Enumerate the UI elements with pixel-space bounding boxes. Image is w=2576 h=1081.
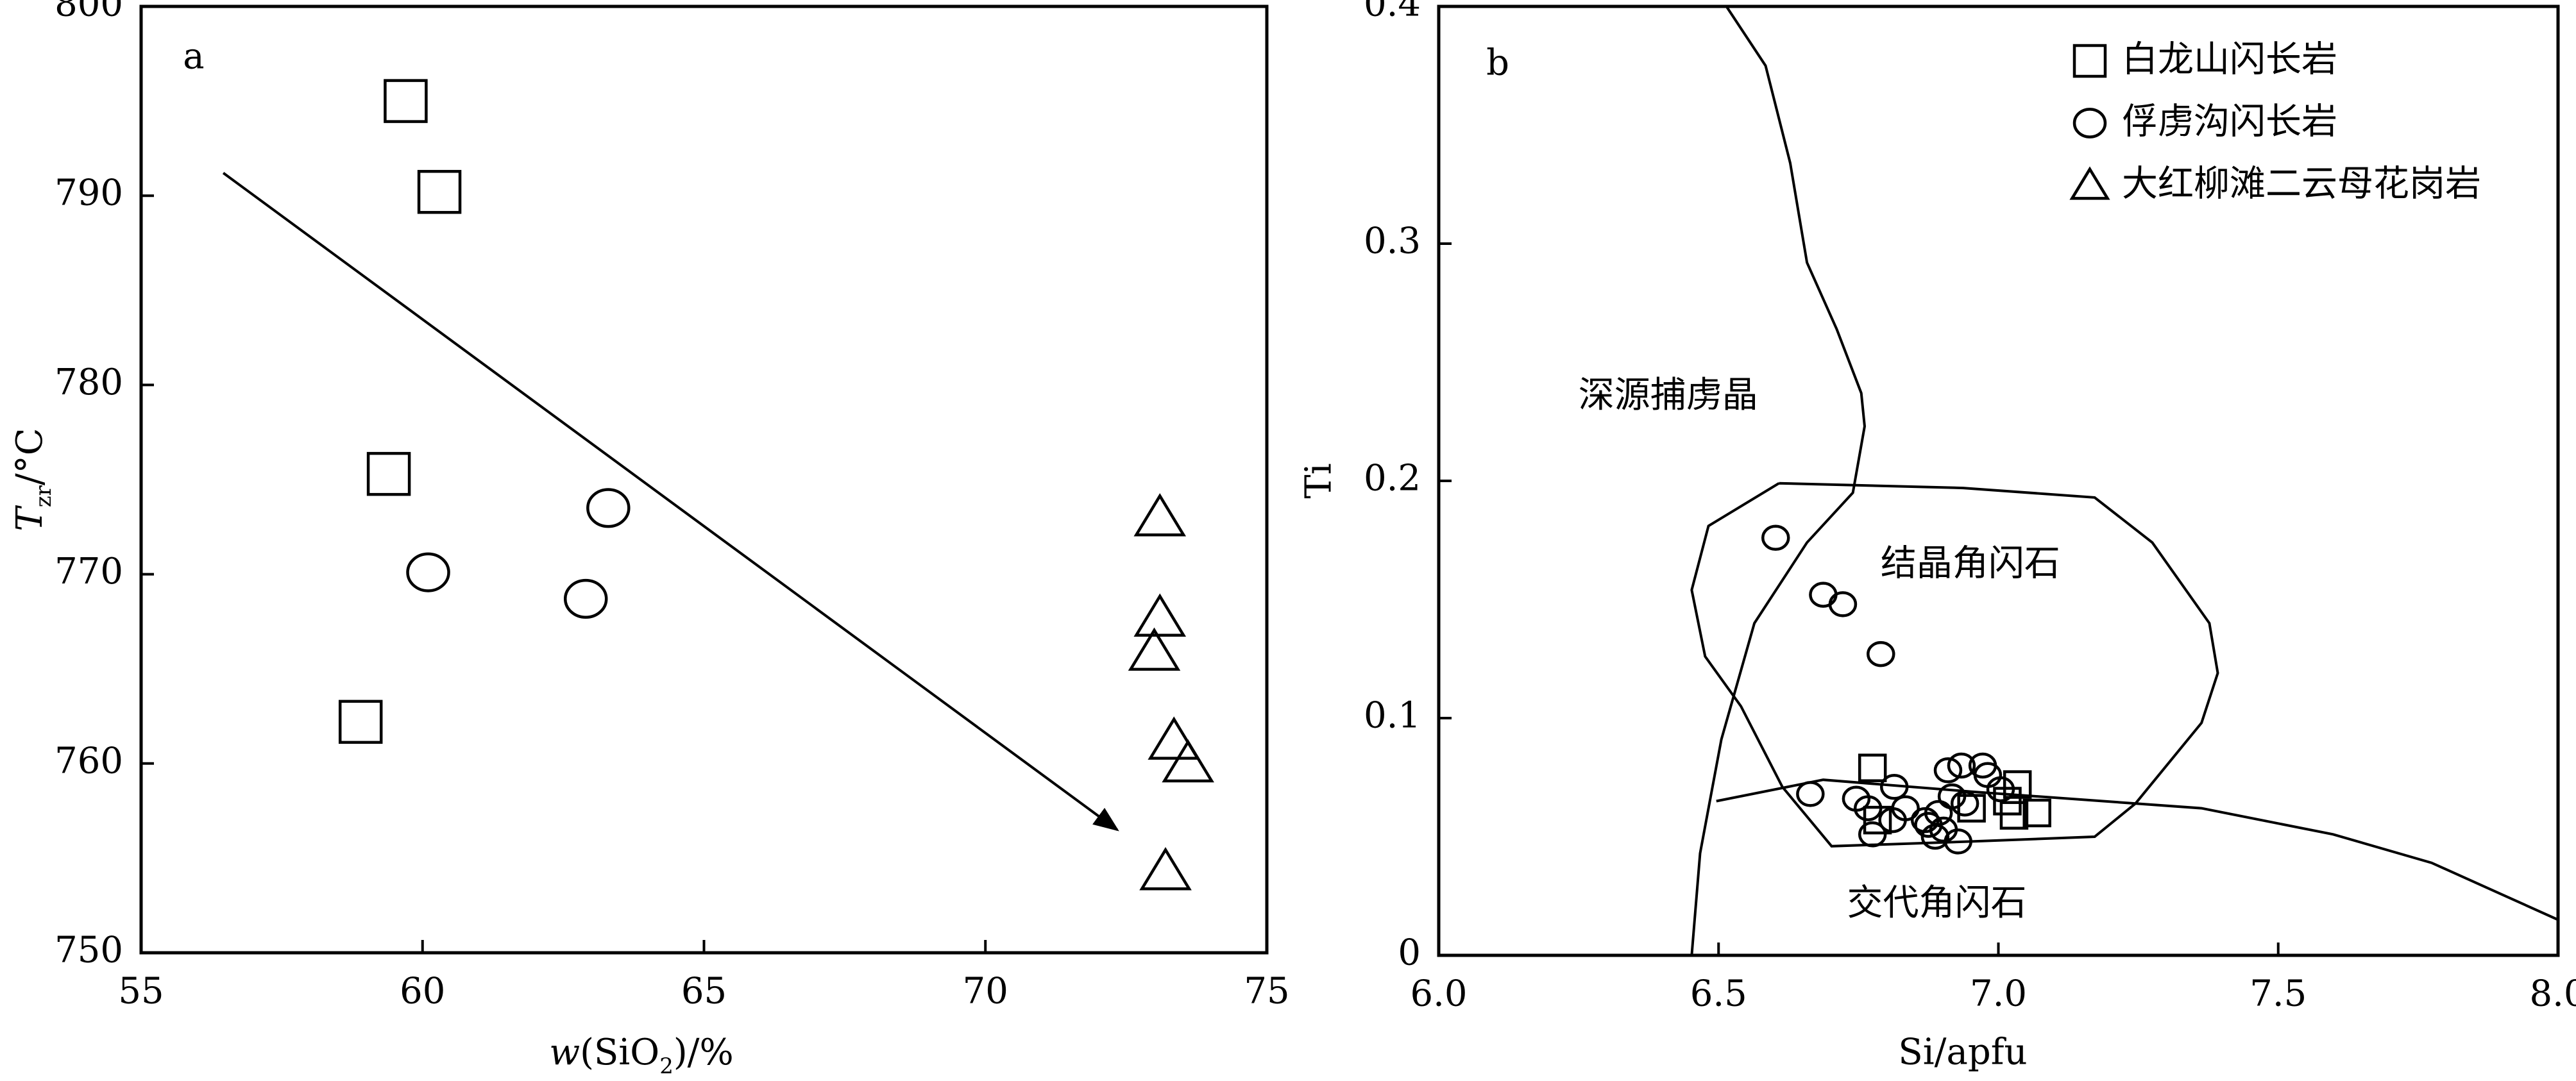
circle-marker — [406, 552, 450, 592]
y-tick-label: 0 — [1398, 932, 1421, 974]
circle-marker — [1937, 783, 1967, 810]
circle-marker — [1867, 641, 1895, 667]
label-part: w — [549, 1032, 580, 1073]
square-marker — [2072, 44, 2107, 78]
circle-marker — [1878, 807, 1907, 834]
circle-marker — [1796, 781, 1825, 807]
triangle-marker — [1139, 847, 1192, 891]
trend-arrow — [222, 172, 1119, 832]
square-marker — [384, 79, 428, 123]
panel-label: a — [183, 36, 204, 78]
square-marker — [2003, 770, 2032, 799]
circle-marker — [1947, 752, 1976, 779]
x-tick-label: 55 — [118, 971, 164, 1012]
field-label: 交代角闪石 — [1847, 882, 2027, 924]
triangle-marker — [1133, 593, 1187, 637]
field-label: 结晶角闪石 — [1881, 543, 2060, 585]
x-axis-label: w(SiO2)/% — [549, 1032, 734, 1080]
y-axis-label: Ti — [1298, 463, 1340, 498]
legend-label: 大红柳滩二云母花岗岩 — [2122, 163, 2481, 205]
y-tick-label: 0.1 — [1364, 695, 1421, 737]
x-axis-label: Si/apfu — [1898, 1032, 2027, 1073]
triangle-marker — [1133, 493, 1187, 537]
label-part: /°C — [9, 428, 51, 485]
circle-marker — [586, 488, 631, 528]
y-tick-label: 790 — [55, 172, 123, 214]
label-part: zr — [31, 485, 56, 507]
y-tick-label: 800 — [55, 0, 123, 25]
circle-marker — [1986, 776, 2015, 803]
triangle-marker — [1128, 627, 1181, 671]
field-boundary — [1690, 482, 2219, 848]
y-tick-label: 760 — [55, 740, 123, 782]
x-tick-label: 7.5 — [2250, 973, 2307, 1015]
field-boundary — [1716, 778, 2559, 921]
panel-label: b — [1486, 42, 1509, 84]
square-marker — [366, 451, 411, 496]
plot-frame — [139, 4, 1269, 955]
triangle-marker — [1148, 716, 1201, 760]
square-marker — [1858, 753, 1887, 782]
x-tick-label: 65 — [681, 971, 727, 1012]
square-marker — [417, 170, 462, 214]
x-tick-label: 8.0 — [2529, 973, 2576, 1015]
label-part: (SiO — [580, 1032, 659, 1073]
square-marker — [1957, 794, 1986, 823]
square-marker — [338, 700, 383, 744]
triangle-marker — [2069, 166, 2110, 200]
y-tick-label: 770 — [55, 551, 123, 592]
circle-marker — [1914, 812, 1943, 838]
label-part: 2 — [659, 1053, 674, 1079]
circle-marker — [563, 578, 608, 619]
circle-marker — [1944, 828, 1972, 855]
x-tick-label: 6.0 — [1410, 973, 1467, 1015]
circle-marker — [1828, 591, 1858, 617]
legend-label: 俘虏沟闪长岩 — [2122, 101, 2337, 143]
circle-marker — [2072, 108, 2107, 138]
field-label: 深源捕虏晶 — [1579, 374, 1758, 416]
x-tick-label: 60 — [400, 971, 445, 1012]
square-marker — [1999, 801, 2029, 830]
label-part: T — [9, 505, 51, 532]
x-tick-label: 7.0 — [1970, 973, 2027, 1015]
circle-marker — [1858, 821, 1887, 848]
y-tick-label: 0.3 — [1364, 221, 1421, 262]
circle-marker — [1933, 757, 1963, 784]
y-tick-label: 0.2 — [1364, 458, 1421, 499]
y-tick-label: 750 — [55, 930, 123, 971]
y-tick-label: 780 — [55, 362, 123, 403]
y-axis-label: Tzr/°C — [9, 428, 57, 531]
triangle-marker — [1162, 739, 1214, 783]
legend-label: 白龙山闪长岩 — [2122, 39, 2337, 81]
square-marker — [2022, 798, 2051, 828]
circle-marker — [1853, 795, 1883, 821]
x-tick-label: 75 — [1244, 971, 1289, 1012]
y-tick-label: 0.4 — [1364, 0, 1421, 25]
x-tick-label: 6.5 — [1690, 973, 1747, 1015]
label-part: )/% — [674, 1032, 734, 1073]
circle-marker — [1809, 582, 1838, 608]
circle-marker — [1879, 774, 1909, 800]
circle-marker — [1761, 524, 1790, 551]
x-tick-label: 70 — [963, 971, 1008, 1012]
field-boundary — [1690, 5, 1866, 956]
